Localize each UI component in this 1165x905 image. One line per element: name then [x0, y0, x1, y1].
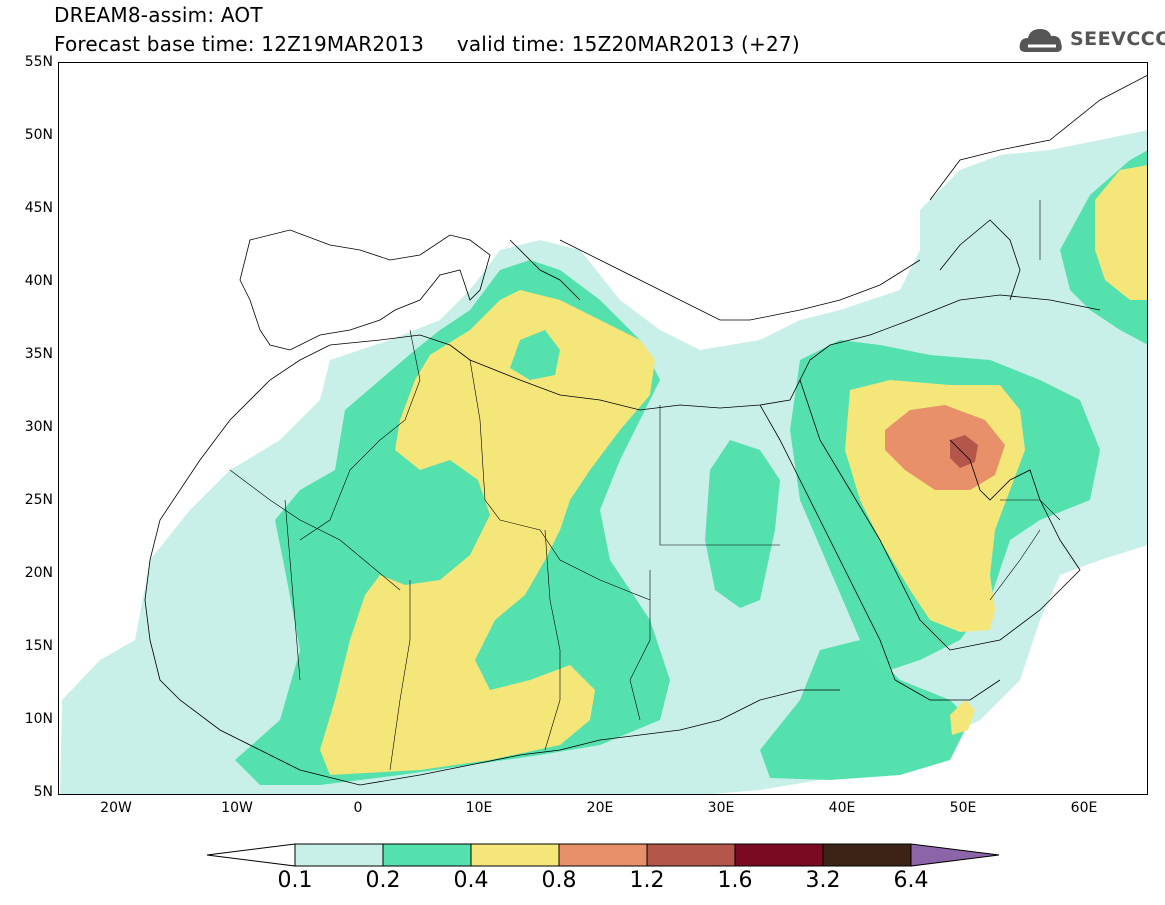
colorbar-under-triangle [206, 843, 296, 867]
lat-label-45n: 45N [24, 200, 53, 216]
map-frame [58, 62, 1148, 795]
lon-label-60e: 60E [1070, 800, 1098, 816]
lat-label-15n: 15N [24, 638, 53, 654]
seevccc-logo: SEEVCCC [1018, 24, 1165, 58]
lon-label-10w: 10W [221, 800, 253, 816]
lat-label-35n: 35N [24, 346, 53, 362]
colorbar-label: 1.2 [629, 868, 665, 893]
lat-label-25n: 25N [24, 492, 53, 508]
colorbar-label: 0.2 [365, 868, 401, 893]
lon-label-20e: 20E [586, 800, 614, 816]
colorbar-segment [646, 843, 736, 867]
colorbar-segment [734, 843, 824, 867]
lon-label-10e: 10E [465, 800, 493, 816]
lon-label-30e: 30E [707, 800, 735, 816]
lat-label-50n: 50N [24, 127, 53, 143]
colorbar-segment [294, 843, 384, 867]
colorbar-label: 0.8 [541, 868, 577, 893]
lat-label-30n: 30N [24, 419, 53, 435]
forecast-times: Forecast base time: 12Z19MAR2013 valid t… [54, 32, 800, 56]
lat-label-5n: 5N [33, 784, 53, 800]
lat-label-20n: 20N [24, 565, 53, 581]
colorbar-segment [382, 843, 472, 867]
country-borders [229, 200, 1061, 771]
lon-label-50e: 50E [949, 800, 977, 816]
colorbar-segment [822, 843, 912, 867]
colorbar-segment [470, 843, 560, 867]
lat-label-10n: 10N [24, 711, 53, 727]
lon-label-40e: 40E [828, 800, 856, 816]
aot-band-0-8 [885, 405, 1005, 490]
colorbar-label: 0.4 [453, 868, 489, 893]
lat-label-55n: 55N [24, 54, 53, 70]
colorbar-label: 3.2 [805, 868, 841, 893]
lon-label-20w: 20W [100, 800, 132, 816]
logo-text: SEEVCCC [1070, 28, 1165, 50]
colorbar-label: 0.1 [277, 868, 313, 893]
colorbar-label: 1.6 [717, 868, 753, 893]
colorbar-segment [558, 843, 648, 867]
cloud-icon [1019, 29, 1062, 52]
lat-label-40n: 40N [24, 273, 53, 289]
colorbar-over-triangle [910, 843, 1000, 867]
map-title: DREAM8-assim: AOT [54, 3, 263, 27]
aot-band-1-2 [950, 435, 978, 468]
colorbar-label: 6.4 [893, 868, 929, 893]
lon-label-0: 0 [353, 800, 363, 816]
coastlines [144, 74, 1148, 786]
